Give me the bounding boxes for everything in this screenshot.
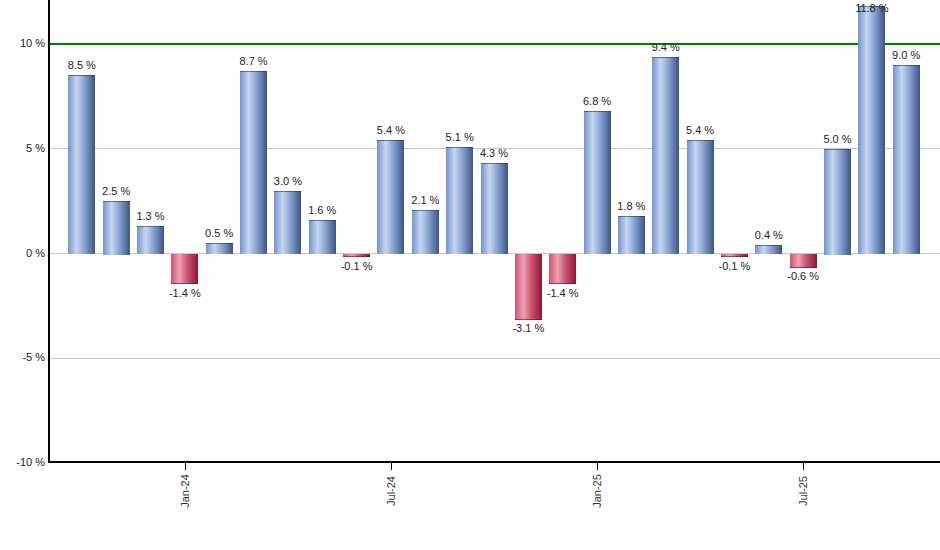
y-gridline [48,358,940,359]
y-axis-tick-label: 5 % [1,142,45,155]
bar[interactable] [893,65,920,255]
x-axis-tick-label: Jul-25 [797,476,810,506]
y-axis-line [48,0,50,463]
y-axis-tick-label: -10 % [1,456,45,469]
bar-value-label: 5.4 % [668,124,732,137]
bar-value-label: 0.4 % [737,229,801,242]
x-axis-line [48,461,940,463]
y-axis-tick-label: 10 % [1,37,45,50]
bar[interactable] [240,71,267,254]
bar-value-label: 9.0 % [874,49,938,62]
bar[interactable] [652,57,679,255]
bar-value-label: 1.6 % [290,204,354,217]
bar[interactable] [446,147,473,255]
x-axis-tick-mark [597,463,598,470]
bar[interactable] [481,163,508,254]
bar[interactable] [103,201,130,254]
bar-value-label: 5.1 % [428,131,492,144]
bar-value-label: -0.1 % [325,260,389,273]
bar[interactable] [584,111,611,254]
x-axis-tick-label: Jul-24 [384,476,397,506]
reference-line-10pct [48,43,940,45]
bar-value-label: -0.6 % [771,270,835,283]
bar-value-label: 6.8 % [565,95,629,108]
bar-value-label: 2.5 % [84,185,148,198]
bar-value-label: -0.1 % [702,260,766,273]
bar[interactable] [549,254,576,284]
bar[interactable] [824,149,851,255]
bar[interactable] [790,254,817,268]
bar-value-label: 4.3 % [462,147,526,160]
x-axis-tick-label: Jan-25 [591,474,604,508]
bar[interactable] [171,254,198,284]
bar[interactable] [274,191,301,255]
bar-value-label: 11.8 % [840,2,904,15]
bar-value-label: 8.7 % [222,55,286,68]
bar-value-label: 1.3 % [119,210,183,223]
bar[interactable] [309,220,336,255]
bar[interactable] [68,75,95,254]
x-axis-tick-mark [391,463,392,470]
x-axis-tick-label: Jan-24 [178,474,191,508]
bar[interactable] [206,243,233,254]
bar-value-label: 5.4 % [359,124,423,137]
bar[interactable] [412,210,439,255]
bar-value-label: 8.5 % [50,59,114,72]
bar-value-label: -1.4 % [153,287,217,300]
y-axis-tick-label: -5 % [1,351,45,364]
x-axis-tick-mark [803,463,804,470]
bar[interactable] [858,6,885,254]
bar[interactable] [343,254,370,257]
bar-value-label: 9.4 % [634,41,698,54]
bar-value-label: 3.0 % [256,175,320,188]
bar-value-label: -3.1 % [496,322,560,335]
bar[interactable] [687,140,714,254]
bar[interactable] [721,254,748,257]
y-axis-tick-label: 0 % [1,247,45,260]
bar[interactable] [618,216,645,255]
bar[interactable] [755,245,782,254]
bar[interactable] [137,226,164,254]
monthly-returns-bar-chart: 8.5 %2.5 %1.3 %-1.4 %0.5 %8.7 %3.0 %1.6 … [0,0,940,550]
bar-value-label: -1.4 % [531,287,595,300]
x-axis-tick-mark [185,463,186,470]
